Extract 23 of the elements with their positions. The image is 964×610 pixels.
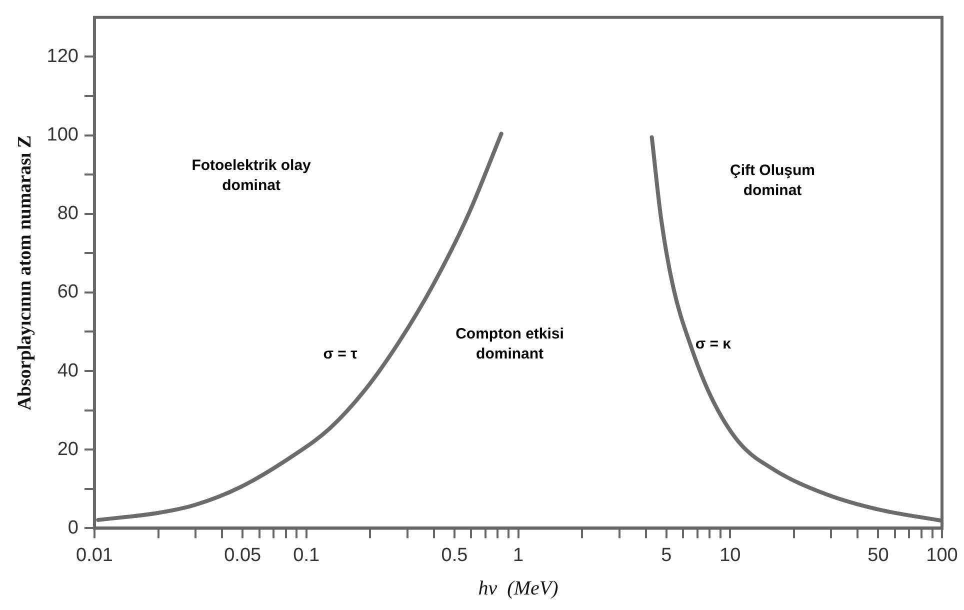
annotation: σ = κ — [695, 335, 732, 352]
y-tick-label: 0 — [68, 517, 78, 538]
x-tick-label: 5 — [661, 544, 672, 566]
y-tick-label: 40 — [57, 360, 78, 382]
annotation: Compton etkisi dominant — [456, 325, 564, 362]
x-tick-label: 50 — [868, 544, 889, 566]
annotation: σ = τ — [323, 346, 358, 363]
y-tick-label: 100 — [46, 124, 78, 146]
x-tick-label: 10 — [720, 544, 741, 566]
y-tick-label: 60 — [57, 282, 78, 303]
y-tick-label: 80 — [57, 203, 78, 224]
y-tick-label: 120 — [46, 46, 78, 67]
x-tick-label: 1 — [512, 544, 524, 566]
x-tick-label: 0.5 — [441, 544, 468, 566]
x-tick-label: 100 — [926, 544, 958, 566]
annotation: Çift Oluşum dominat — [730, 162, 815, 199]
x-tick-label: 0.05 — [224, 544, 262, 566]
x-tick-label: 0.1 — [293, 544, 320, 566]
x-axis-title: hν (MeV) — [478, 577, 559, 600]
y-tick-label: 20 — [57, 438, 78, 460]
annotation: Fotoelektrik olay dominat — [192, 156, 312, 194]
x-tick-label: 0.01 — [76, 544, 113, 566]
y-axis-title: Absorplayıcının atom numarası Z — [14, 135, 36, 410]
